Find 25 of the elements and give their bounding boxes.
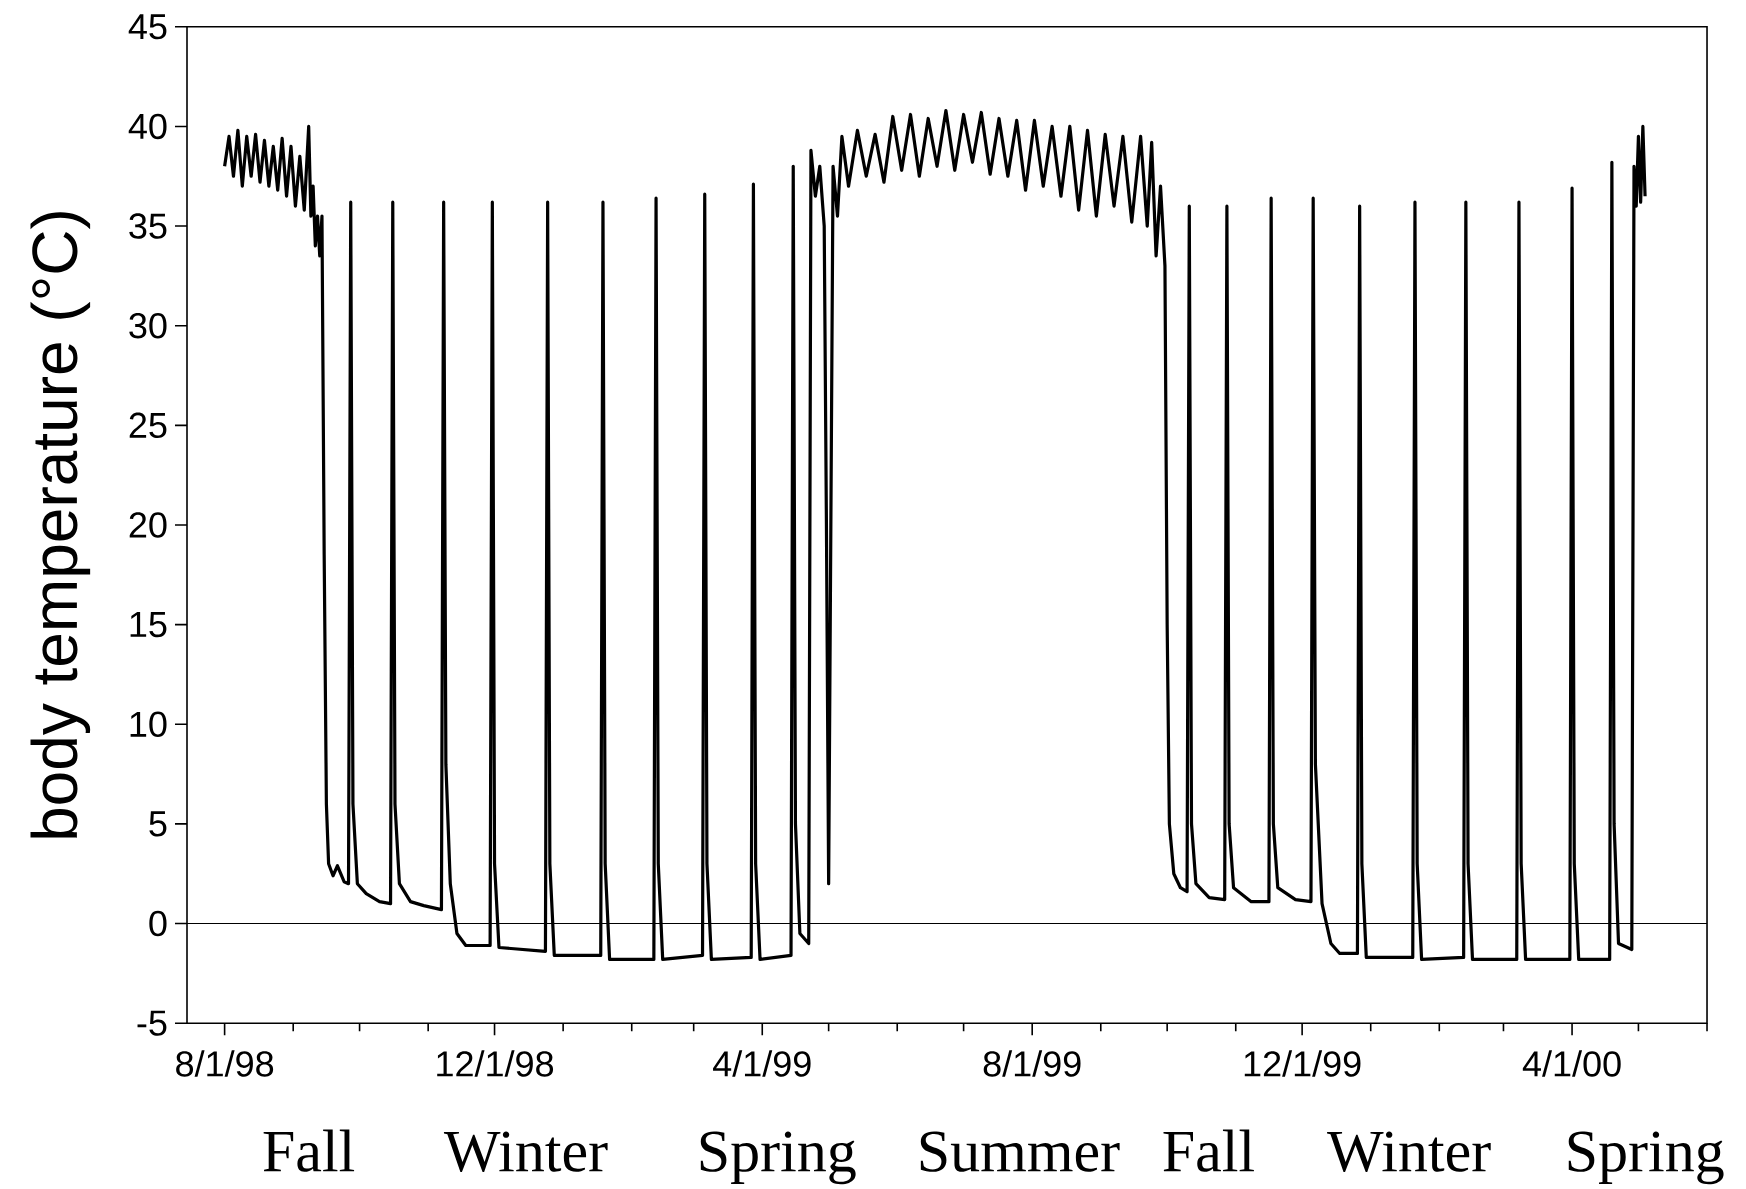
y-tick-label: 15 [130,612,167,638]
x-tick-label: 4/1/99 [713,1050,811,1077]
y-tick-label: 40 [128,113,167,140]
x-tick-label: 12/1/98 [437,1050,554,1077]
y-tick-label: 5 [149,811,167,837]
text: Fall [263,1129,355,1172]
y-tick-label: 20 [129,512,167,538]
y-tick-label: 30 [129,312,167,339]
y-tick-label: 35 [129,213,167,239]
text: Spring [700,1131,856,1185]
x-tick-label: 4/1/00 [1522,1050,1621,1077]
text: Winter [1327,1131,1491,1173]
text: Fall [1163,1129,1254,1172]
x-tick-label: 12/1/99 [1244,1050,1361,1077]
y-tick-label: 0 [149,910,167,937]
text: Summer [920,1131,1120,1172]
text: Spring [1568,1131,1724,1185]
x-tick-label: 8/1/98 [176,1050,274,1077]
y-tick-label: -5 [137,1010,167,1036]
y-tick-label: 25 [129,412,167,439]
x-tick-label: 8/1/99 [983,1050,1081,1077]
y-axis-title: body temperature (°C) [30,212,91,838]
y-tick-label: 45 [128,14,167,40]
text: Winter [443,1131,608,1173]
y-tick-label: 10 [130,711,167,738]
